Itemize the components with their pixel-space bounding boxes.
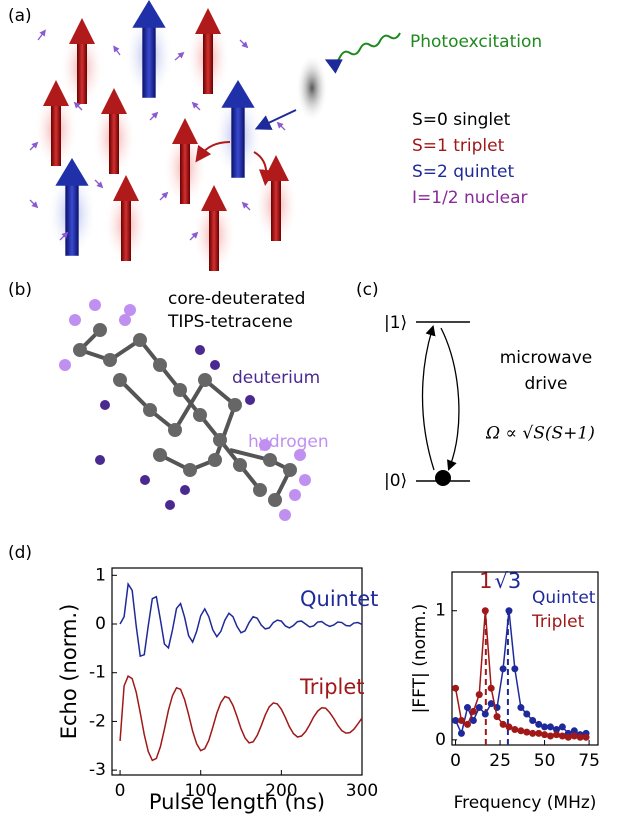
panel-label: (c): [356, 280, 379, 300]
x-tick-label: 75: [578, 751, 600, 771]
data-point: [541, 731, 548, 738]
data-point: [470, 708, 477, 715]
annotation: 1: [479, 569, 492, 593]
drive-arrow: [423, 330, 435, 470]
transfer-arrow: [262, 110, 296, 126]
annotation: √3: [495, 569, 522, 593]
data-point: [547, 723, 554, 730]
drive-arrow: [441, 328, 459, 466]
data-point: [571, 732, 578, 739]
data-point: [547, 732, 554, 739]
data-point: [494, 713, 501, 720]
y-tick-label: 0: [95, 614, 106, 634]
caption: drive: [524, 374, 567, 394]
data-point: [523, 711, 530, 718]
caption: microwave: [500, 348, 593, 368]
series-label: Quintet: [300, 587, 378, 611]
x-tick-label: 0: [115, 781, 126, 801]
data-point: [517, 704, 524, 711]
series-label: Triplet: [299, 675, 365, 699]
figure: (a) Photoexcitation S=0 singlet S=1 trip…: [0, 0, 619, 818]
state-label: |0⟩: [384, 471, 407, 491]
annotation: hydrogen: [248, 432, 329, 452]
data-point: [452, 685, 459, 692]
data-point: [553, 731, 560, 738]
data-point: [529, 717, 536, 724]
y-tick-label: 1: [95, 565, 106, 585]
data-point: [482, 711, 489, 718]
data-point: [488, 685, 495, 692]
spin-arrows: [34, 0, 298, 275]
data-point: [458, 730, 465, 737]
population: [435, 470, 451, 486]
legend-item: S=1 triplet: [412, 136, 505, 156]
y-tick-label: -3: [89, 760, 106, 780]
x-tick-label: 300: [346, 781, 378, 801]
x-tick-label: 25: [489, 751, 511, 771]
data-point: [583, 734, 590, 741]
y-axis-label: Echo (norm.): [57, 604, 81, 740]
data-point: [559, 732, 566, 739]
legend-item: I=1/2 nuclear: [412, 188, 528, 208]
data-point: [511, 665, 518, 672]
y-tick-label: -1: [89, 663, 106, 683]
legend-item: S=2 quintet: [412, 162, 514, 182]
y-tick-label: 0: [435, 730, 446, 750]
data-point: [511, 726, 518, 733]
series-label: Triplet: [531, 612, 585, 632]
panel-label: (b): [8, 280, 32, 300]
y-tick-label: -2: [89, 711, 106, 731]
data-point: [523, 729, 530, 736]
data-point: [505, 607, 512, 614]
data-point: [529, 730, 536, 737]
x-axis-label: Frequency (MHz): [454, 793, 597, 813]
annotation: Photoexcitation: [410, 32, 542, 52]
series-label: Quintet: [532, 588, 596, 608]
data-point: [464, 704, 471, 711]
y-tick-label: 1: [435, 601, 446, 621]
data-point: [476, 704, 483, 711]
molecule: [59, 299, 311, 521]
caption: TIPS-tetracene: [167, 312, 293, 332]
data-point: [482, 607, 489, 614]
excitation-spot: [296, 54, 328, 122]
annotation: deuterium: [232, 368, 320, 388]
panel-label: (d): [8, 543, 32, 563]
x-tick-label: 50: [534, 751, 556, 771]
data-point: [559, 723, 566, 730]
legend-item: S=0 singlet: [412, 110, 511, 130]
data-point: [476, 691, 483, 698]
panel-label: (a): [8, 6, 32, 26]
x-tick-label: 0: [450, 751, 461, 771]
data-point: [565, 734, 572, 741]
data-point: [517, 727, 524, 734]
y-axis-label: |FFT| (norm.): [410, 604, 430, 714]
data-point: [464, 721, 471, 728]
state-label: |1⟩: [384, 313, 407, 333]
caption: core-deuterated: [168, 289, 305, 309]
photon: [332, 33, 400, 63]
data-point: [535, 730, 542, 737]
data-point: [500, 665, 507, 672]
x-axis-label: Pulse length (ns): [149, 790, 325, 814]
data-point: [458, 717, 465, 724]
formula: Ω ∝ √S(S+1): [485, 424, 595, 444]
